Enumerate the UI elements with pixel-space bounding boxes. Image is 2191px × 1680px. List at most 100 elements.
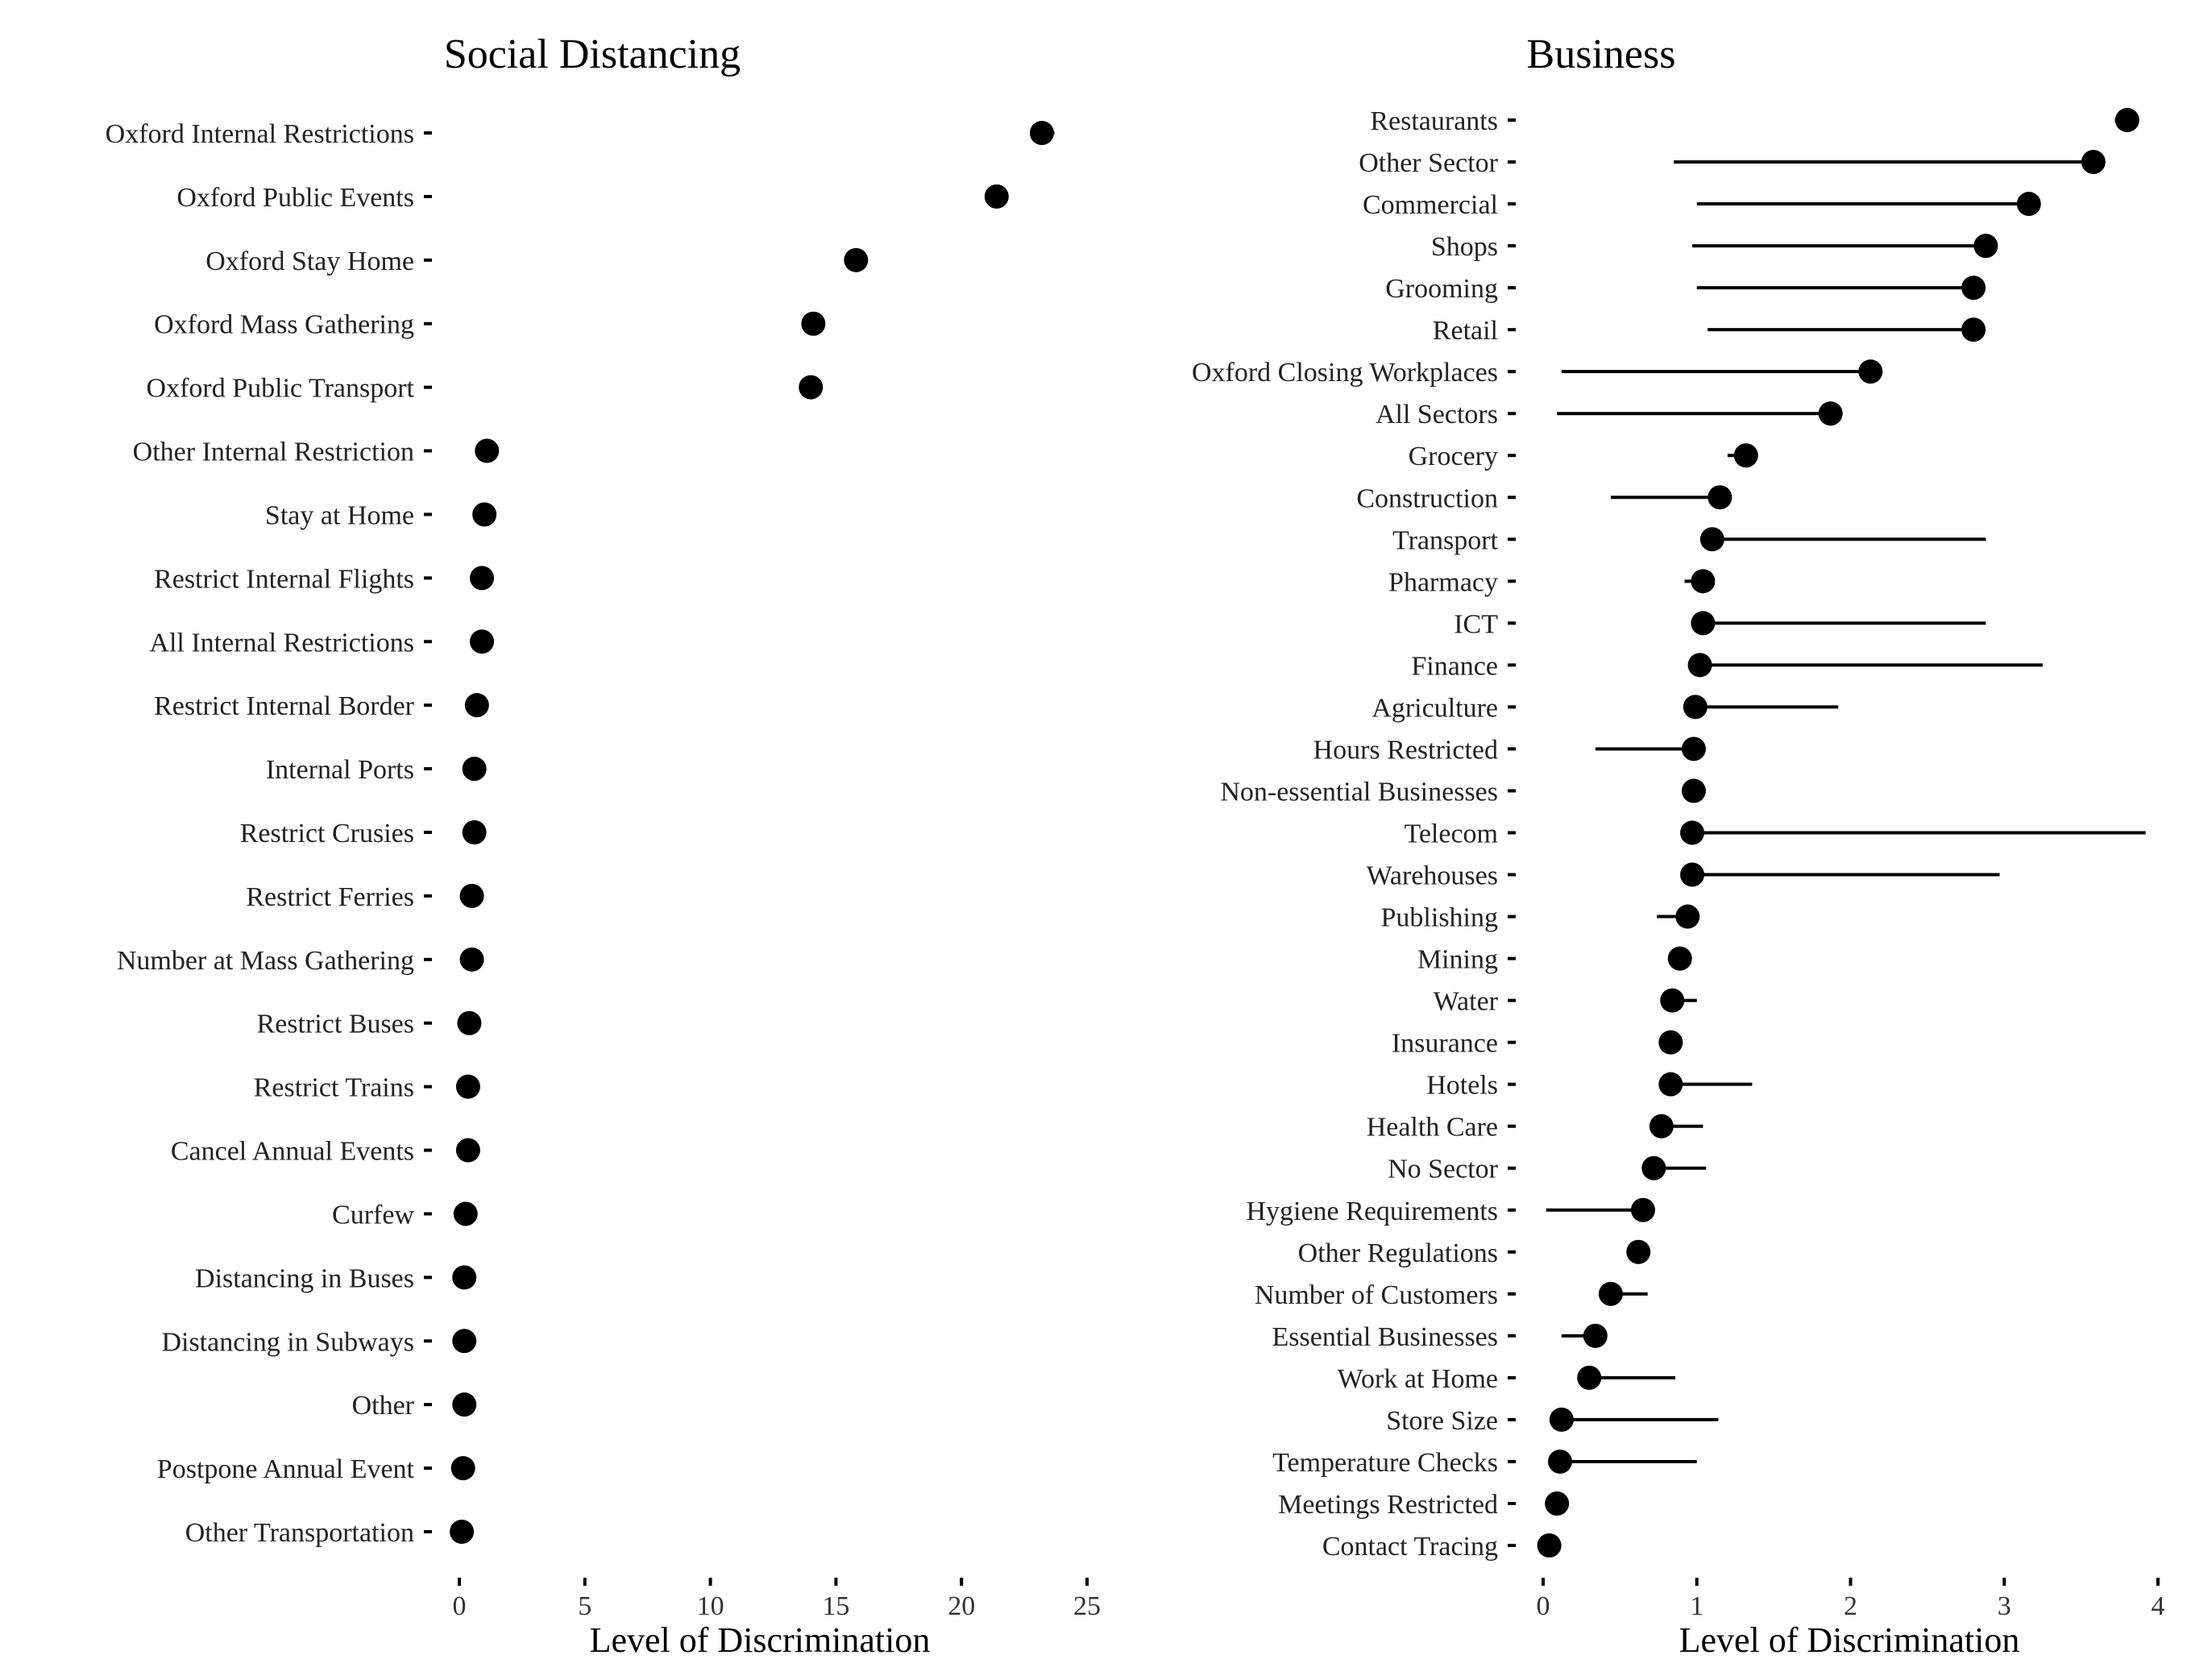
data-point [1583,1323,1608,1348]
y-tick-label: Internal Ports [266,755,414,785]
data-point [1537,1533,1562,1558]
y-tick-label: Telecom [1404,819,1498,849]
dot-row: Other Transportation [185,1518,475,1548]
data-point [1547,1449,1572,1474]
dot-row: Grocery [1409,442,1758,471]
y-tick-label: Non-essential Businesses [1220,777,1498,807]
y-tick-label: Restaurants [1370,106,1498,136]
y-tick-label: ICT [1454,609,1498,639]
dot-row: Shops [1431,232,1998,262]
y-tick-label: Publishing [1381,903,1498,933]
data-point [1549,1407,1574,1432]
data-point [1681,736,1706,761]
data-point [799,375,824,400]
dot-row: Oxford Mass Gathering [154,310,826,340]
data-point [1649,1114,1674,1139]
dot-row: Water [1434,987,1697,1017]
data-point [1675,904,1700,929]
panel-business: Business Restaurants Other Sector Commercia… [1192,31,2165,1660]
y-tick-label: All Internal Restrictions [149,628,414,657]
y-tick-label: Work at Home [1338,1364,1498,1394]
data-point [450,1456,475,1481]
y-tick-label: Retail [1433,316,1498,346]
y-tick-label: Restrict Internal Flights [154,564,414,594]
data-point [462,757,487,782]
y-tick-label: No Sector [1388,1155,1499,1184]
data-point [984,184,1009,209]
dot-row: Commercial [1363,190,2041,220]
x-tick-label: 20 [948,1591,975,1621]
y-tick-label: Agriculture [1371,693,1498,723]
y-tick-label: Mining [1417,945,1498,975]
dot-row: Publishing [1381,903,1700,933]
y-tick-label: Restrict Trains [254,1073,414,1103]
x-axis-label: Level of Discrimination [1679,1620,2020,1660]
data-point [453,1201,478,1226]
data-point [1545,1491,1570,1516]
data-point [2016,192,2041,217]
y-tick-label: Construction [1356,483,1498,513]
data-point [1858,359,1883,384]
y-tick-label: Restrict Buses [257,1010,414,1039]
y-tick-label: Grocery [1409,442,1498,471]
data-point [475,438,500,463]
data-point [464,693,489,718]
dot-row: Restrict Trains [254,1073,480,1103]
data-point [1680,862,1705,887]
y-tick-label: Oxford Public Transport [147,374,415,404]
dot-row: Hotels [1426,1071,1753,1101]
y-tick-label: Curfew [332,1200,414,1230]
data-point [844,247,869,272]
y-tick-label: Other Regulations [1298,1238,1498,1268]
data-point [459,883,484,908]
y-tick-label: All Sectors [1376,400,1498,429]
y-tick-label: Distancing in Buses [195,1263,414,1293]
data-point [462,820,487,844]
y-tick-label: Oxford Mass Gathering [154,310,414,340]
y-tick-label: Restrict Ferries [246,882,414,912]
dot-row: Work at Home [1338,1364,1676,1394]
dot-row: Grooming [1385,274,1986,304]
y-tick-label: Postpone Annual Event [157,1454,415,1484]
data-point [452,1265,477,1290]
dot-row: Oxford Public Events [176,183,1009,213]
data-point [1691,611,1716,636]
y-tick-label: Hygiene Requirements [1246,1197,1498,1226]
data-point [450,1520,475,1544]
y-tick-label: Oxford Public Events [176,183,414,213]
dot-row: Restrict Crusies [240,819,487,848]
y-tick-label: Oxford Internal Restrictions [106,119,414,149]
dot-row: Restrict Internal Flights [154,564,495,594]
dot-row: ICT [1454,609,1986,639]
x-tick-label: 5 [578,1591,591,1621]
y-tick-label: Oxford Closing Workplaces [1192,358,1498,388]
data-point [1973,234,1998,259]
data-point [455,1138,480,1163]
data-point [1577,1365,1602,1390]
x-axis-label: Level of Discrimination [590,1620,931,1660]
dot-row: All Internal Restrictions [149,628,495,657]
dot-row: Retail [1433,316,1986,346]
dot-row: Pharmacy [1388,567,1716,597]
data-point [1961,317,1986,342]
dot-row: Essential Businesses [1272,1322,1608,1352]
data-point [1961,276,1986,301]
x-tick-label: 10 [697,1591,724,1621]
x-tick-label: 4 [2152,1591,2165,1621]
dot-row: Mining [1417,945,1692,975]
y-tick-label: Warehouses [1367,861,1498,891]
y-tick-label: Pharmacy [1388,567,1498,597]
y-tick-label: Contact Tracing [1322,1532,1498,1562]
dot-row: Other Sector [1359,148,2106,178]
dot-row: Postpone Annual Event [157,1454,475,1484]
data-point [457,1010,482,1035]
data-point [1687,653,1712,678]
data-point [472,502,497,527]
data-point [1598,1281,1623,1306]
y-tick-label: Restrict Crusies [240,819,414,848]
data-point [470,629,495,654]
dot-row: Restaurants [1370,106,2139,136]
y-tick-label: Oxford Stay Home [205,247,414,276]
dot-row: Telecom [1404,819,2146,849]
dot-row: Cancel Annual Events [171,1137,480,1167]
